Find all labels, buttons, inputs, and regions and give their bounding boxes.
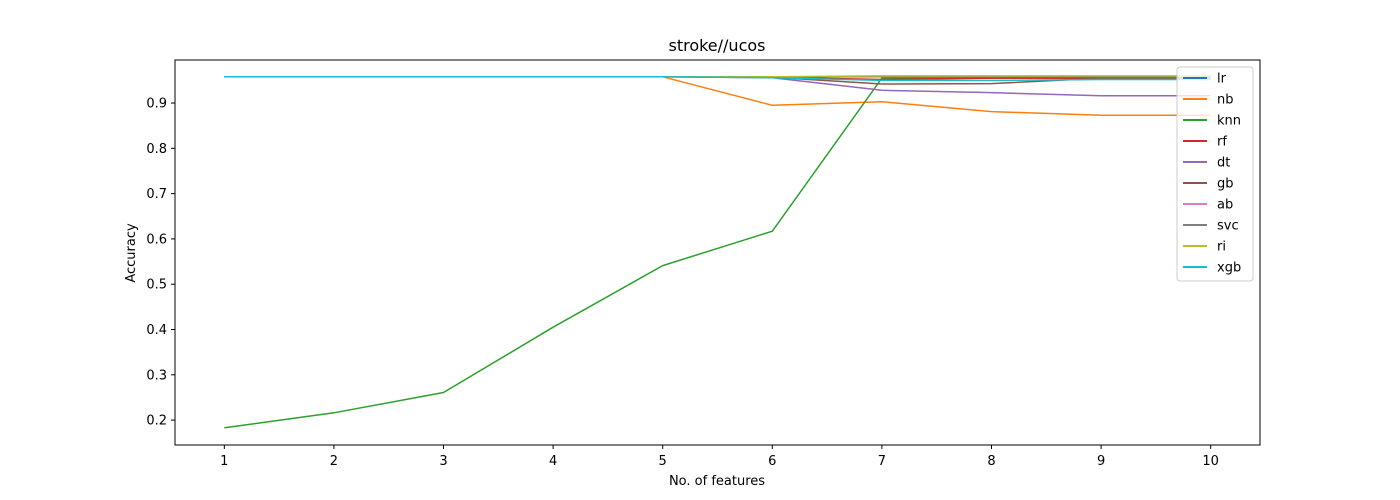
legend-label-xgb: xgb: [1217, 261, 1241, 276]
legend-label-lr: lr: [1217, 72, 1227, 87]
series-line-knn: [224, 77, 1211, 429]
axes-layer: 1 2 3 4 5 6 7 8 9 10 0.2 0.3 0.4 0.5 0.6 0.7 0.8 0.9: [146, 59, 1261, 469]
x-tick-label: 1: [220, 454, 228, 469]
x-tick-label: 4: [549, 454, 557, 469]
legend-label-nb: nb: [1217, 93, 1234, 108]
x-tick-label: 9: [1097, 454, 1105, 469]
y-axis-label: Accuracy: [124, 223, 139, 283]
legend-label-knn: knn: [1217, 114, 1241, 129]
legend-label-dt: dt: [1217, 156, 1230, 171]
y-tick-label: 0.9: [146, 97, 167, 112]
legend-label-gb: gb: [1217, 177, 1234, 192]
series-layer: [224, 75, 1211, 429]
legend: lr nb knn rf dt gb ab svc ri xgb: [1176, 66, 1254, 282]
x-tick-label: 7: [878, 454, 886, 469]
y-tick-label: 0.7: [146, 187, 167, 202]
legend-label-ri: ri: [1217, 240, 1226, 255]
x-tick-label: 8: [987, 454, 995, 469]
y-tick-label: 0.3: [146, 368, 167, 383]
y-tick-label: 0.8: [146, 142, 167, 157]
legend-label-ab: ab: [1217, 198, 1233, 213]
y-tick-label: 0.6: [146, 232, 167, 247]
y-tick-label: 0.4: [146, 323, 167, 338]
series-line-xgb: [224, 76, 1211, 82]
x-tick-label: 6: [768, 454, 776, 469]
legend-label-rf: rf: [1217, 135, 1227, 150]
chart-title: stroke//ucos: [668, 36, 765, 55]
series-line-nb: [224, 76, 1211, 117]
plot-frame: [174, 59, 1261, 446]
x-tick-label: 10: [1202, 454, 1219, 469]
legend-label-svc: svc: [1217, 219, 1239, 234]
x-tick-label: 2: [330, 454, 338, 469]
x-tick-label: 3: [439, 454, 447, 469]
y-tick-label: 0.5: [146, 278, 167, 293]
x-tick-label: 5: [659, 454, 667, 469]
x-axis-label: No. of features: [669, 474, 765, 489]
y-tick-label: 0.2: [146, 414, 167, 429]
